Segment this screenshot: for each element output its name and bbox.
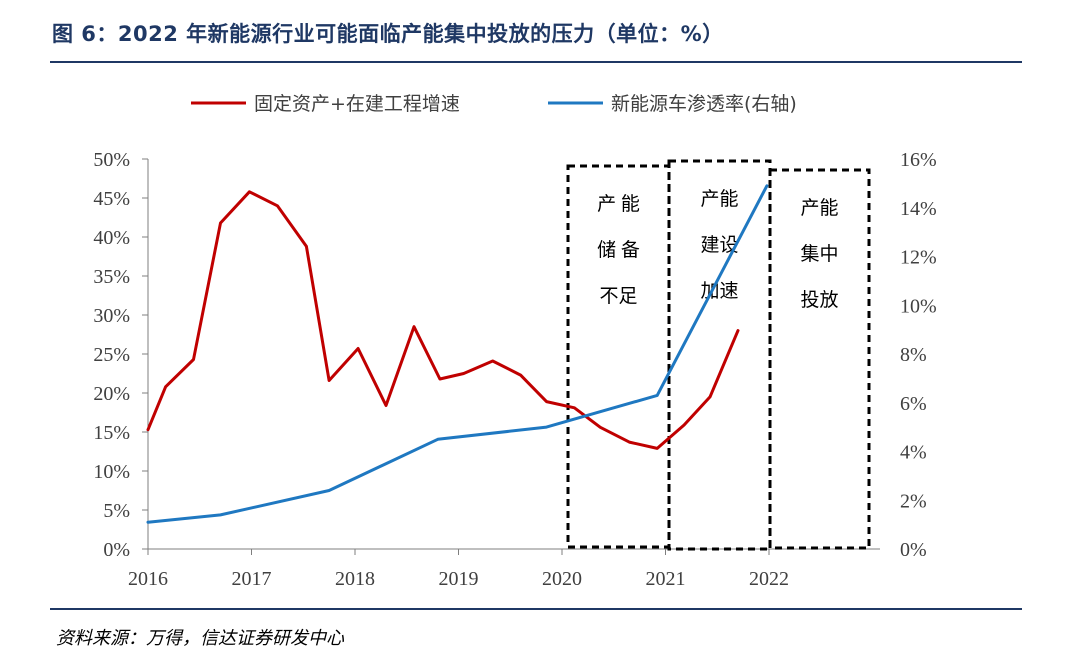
x-tick-label: 2019: [439, 568, 479, 590]
data-point: [462, 372, 465, 375]
data-point: [491, 359, 494, 363]
data-point: [248, 190, 251, 193]
right-tick-label: 6%: [900, 393, 927, 415]
right-tick-label: 12%: [900, 247, 937, 269]
right-tick-label: 0%: [900, 539, 927, 561]
annotation-text: 产能: [700, 188, 738, 210]
right-tick-label: 10%: [900, 295, 937, 317]
legend-label: 新能源车渗透率(右轴): [611, 93, 797, 115]
data-point: [765, 184, 769, 188]
annotation-text: 产 能: [597, 193, 640, 215]
data-point: [412, 325, 416, 328]
right-tick-label: 16%: [900, 149, 937, 171]
x-tick-label: 2020: [542, 568, 582, 590]
data-point: [384, 404, 388, 407]
annotation-text: 不足: [599, 286, 637, 307]
annotation-text: 产能: [800, 197, 838, 219]
data-point: [219, 221, 222, 225]
right-tick-label: 8%: [900, 344, 927, 366]
series-line-1: [146, 190, 740, 450]
x-tick-label: 2017: [232, 568, 272, 590]
annotation-box: [566, 164, 671, 549]
data-point: [327, 489, 331, 492]
top-rule: [50, 61, 1022, 63]
data-point: [573, 406, 576, 410]
data-point: [736, 329, 740, 332]
data-point: [656, 394, 659, 397]
left-tick-label: 15%: [93, 422, 130, 444]
right-tick-label: 2%: [900, 490, 927, 512]
data-point: [327, 379, 331, 382]
annotation-text: 储 备: [597, 239, 640, 261]
data-point: [519, 373, 522, 377]
data-point: [436, 438, 439, 441]
legend-label: 固定资产+在建工程增速: [254, 93, 460, 115]
data-point: [305, 245, 308, 248]
left-tick-label: 10%: [93, 461, 130, 483]
data-point: [708, 395, 712, 399]
bottom-rule: [50, 608, 1022, 610]
right-tick-label: 14%: [900, 198, 937, 220]
data-point: [356, 347, 360, 350]
left-tick-label: 0%: [103, 539, 130, 561]
data-point: [192, 358, 195, 361]
series-line-2: [146, 184, 769, 524]
left-tick-label: 50%: [93, 149, 130, 171]
left-tick-label: 35%: [93, 266, 130, 288]
right-tick-label: 4%: [900, 442, 927, 464]
annotation-box: [768, 168, 871, 550]
annotation-text: 建设: [700, 234, 738, 256]
data-point: [219, 513, 222, 517]
data-point: [545, 400, 548, 403]
annotation-text: 集中: [800, 243, 838, 265]
data-point: [146, 520, 150, 524]
left-tick-label: 5%: [103, 500, 130, 522]
data-point: [599, 426, 602, 429]
data-point: [146, 428, 150, 431]
x-tick-label: 2018: [335, 568, 375, 590]
x-tick-label: 2021: [646, 568, 686, 590]
left-tick-label: 30%: [93, 305, 130, 327]
annotation-text: 投放: [800, 289, 838, 311]
data-point: [656, 447, 659, 450]
data-point: [438, 377, 442, 381]
data-point: [545, 425, 548, 429]
data-point: [276, 204, 279, 207]
data-point: [164, 385, 167, 388]
x-tick-label: 2016: [128, 568, 168, 590]
left-tick-label: 40%: [93, 227, 130, 249]
source-note: 资料来源：万得，信达证券研发中心: [56, 628, 344, 649]
left-tick-label: 20%: [93, 383, 130, 405]
page-title: 图 6：2022 年新能源行业可能面临产能集中投放的压力（单位：%）: [52, 22, 724, 46]
data-point: [628, 440, 631, 444]
left-tick-label: 45%: [93, 188, 130, 210]
annotation-box: [667, 159, 772, 551]
x-tick-label: 2022: [749, 568, 789, 590]
left-tick-label: 25%: [93, 344, 130, 366]
data-point: [682, 423, 686, 427]
